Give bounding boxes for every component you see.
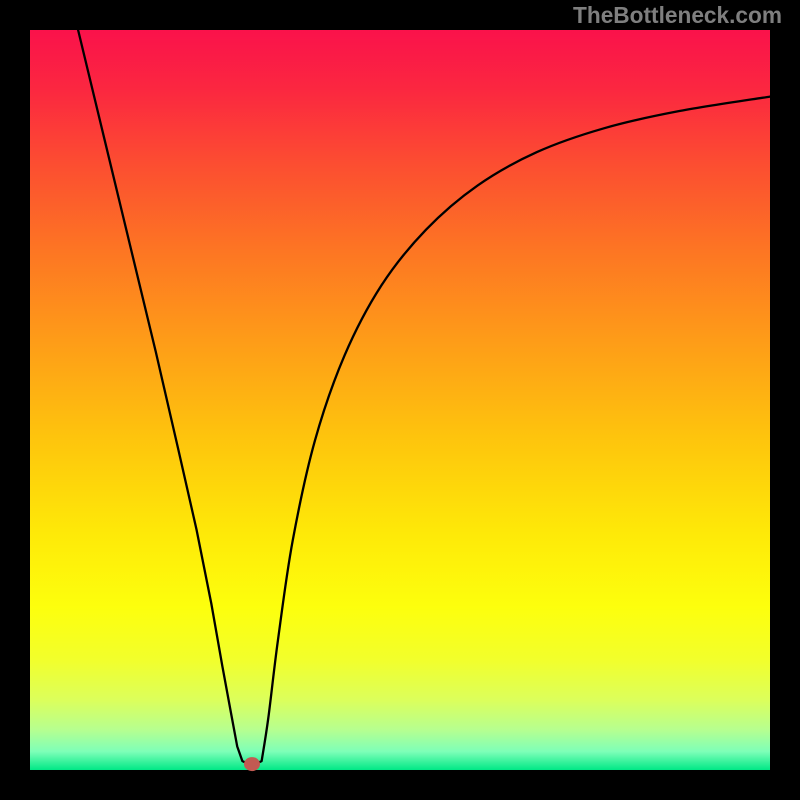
attribution-label: TheBottleneck.com xyxy=(573,2,782,29)
bottleneck-chart xyxy=(0,0,800,800)
gradient-plot-area xyxy=(30,30,770,770)
optimal-point-marker xyxy=(244,757,260,771)
